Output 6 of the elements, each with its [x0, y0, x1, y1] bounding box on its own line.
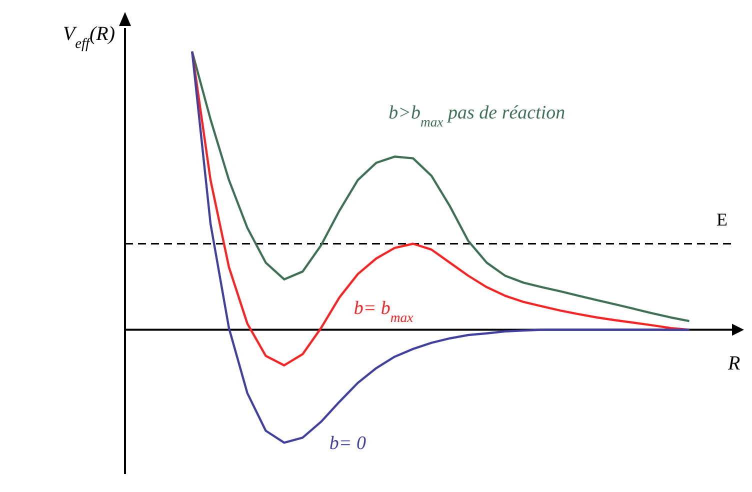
y-axis-title: V$_{eff}$(R)	[62, 23, 116, 52]
ref-line-label: E	[716, 210, 728, 230]
series-label: b>b$_{max}$ pas de réaction	[388, 102, 566, 130]
x-axis-title: R	[727, 352, 740, 375]
series-label: b= b$_{max}$	[354, 298, 414, 325]
series-label: b= 0	[329, 432, 366, 454]
